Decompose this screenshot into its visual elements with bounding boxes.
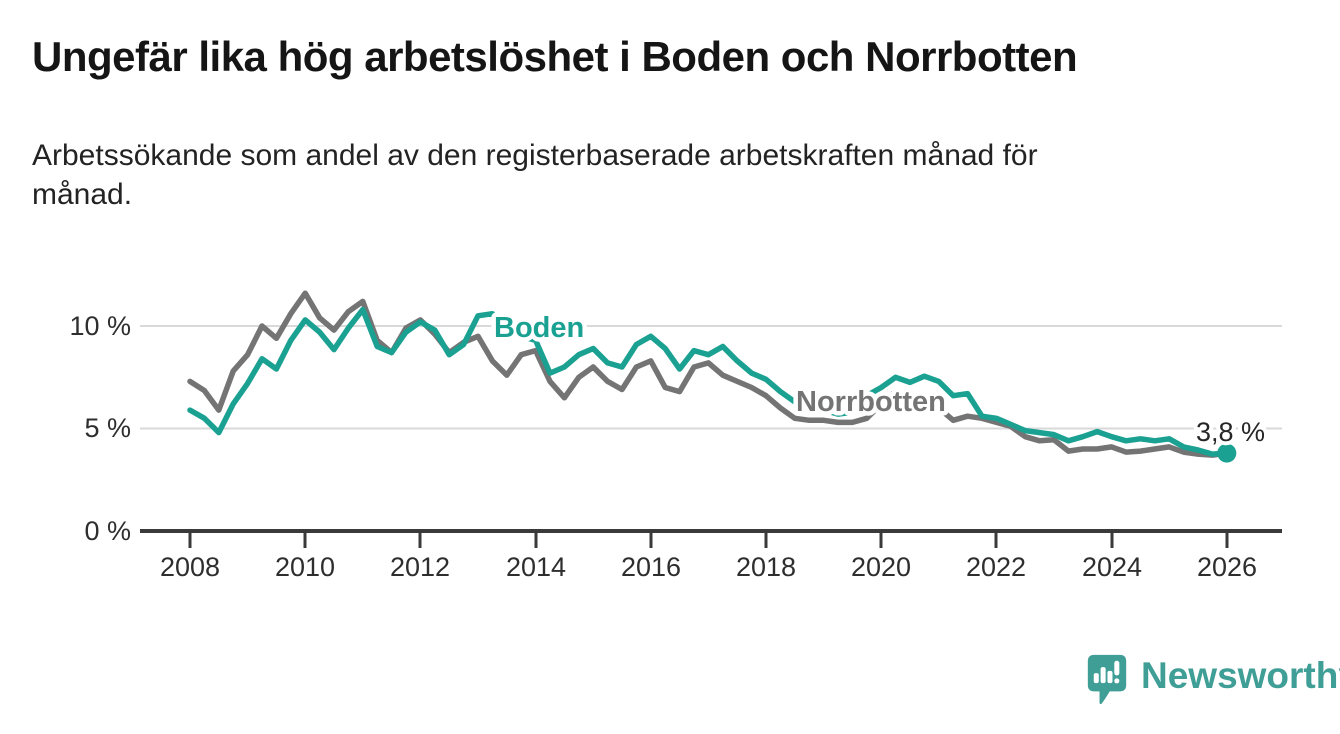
x-tick-label-2010: 2010 bbox=[275, 552, 335, 582]
page-subtitle: Arbetssökande som andel av den registerb… bbox=[32, 136, 1038, 214]
x-tick-label-2008: 2008 bbox=[160, 552, 220, 582]
x-tick-label-2020: 2020 bbox=[851, 552, 911, 582]
y-tick-label-5: 5 % bbox=[84, 413, 131, 443]
end-dot bbox=[1217, 443, 1237, 463]
boden-series-label: Boden bbox=[494, 312, 584, 344]
newsworthy-logo: Newsworthy bbox=[1086, 653, 1340, 706]
norrbotten-line bbox=[187, 290, 1230, 458]
end-value-label: 3,8 % bbox=[1196, 417, 1265, 447]
y-tick-label-0: 0 % bbox=[84, 516, 131, 546]
x-tick-label-2012: 2012 bbox=[390, 552, 450, 582]
page-title: Ungefär lika hög arbetslöshet i Boden oc… bbox=[32, 33, 1078, 80]
logo-text: Newsworthy bbox=[1141, 655, 1340, 696]
boden-line bbox=[187, 306, 1230, 457]
logo-speech-bubble-bar-chart-icon bbox=[1087, 654, 1127, 705]
norrbotten-series-label: Norrbotten bbox=[796, 386, 946, 418]
page-subtitle-line1: Arbetssökande som andel av den registerb… bbox=[32, 139, 1038, 172]
x-tick-label-2018: 2018 bbox=[736, 552, 796, 582]
page-subtitle-line2: månad. bbox=[32, 178, 133, 211]
x-tick-label-2016: 2016 bbox=[621, 552, 681, 582]
x-tick-label-2024: 2024 bbox=[1082, 552, 1142, 582]
x-tick-label-2026: 2026 bbox=[1197, 552, 1257, 582]
x-tick-label-2022: 2022 bbox=[966, 552, 1026, 582]
x-tick-label-2014: 2014 bbox=[506, 552, 566, 582]
y-tick-label-10: 10 % bbox=[69, 311, 131, 341]
